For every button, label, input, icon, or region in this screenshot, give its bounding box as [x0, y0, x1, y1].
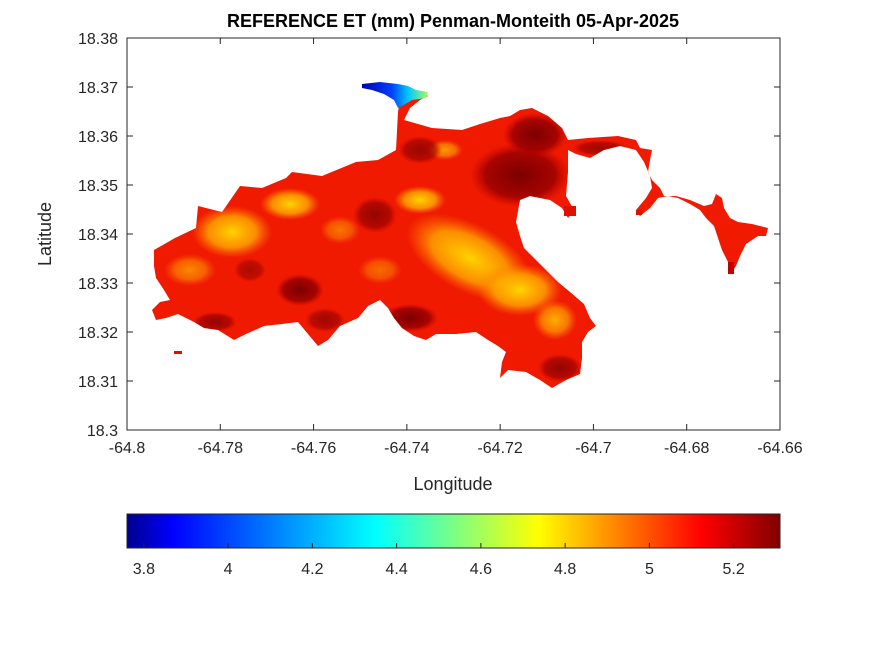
y-tick-label: 18.31	[78, 374, 118, 391]
colorbar-tick-label: 4.4	[386, 561, 408, 578]
x-tick-label: -64.66	[757, 440, 802, 457]
x-tick-label: -64.68	[664, 440, 709, 457]
northern-tip-low-et	[362, 82, 428, 108]
speck	[174, 351, 182, 354]
plot-title: REFERENCE ET (mm) Penman-Monteith 05-Apr…	[227, 11, 679, 31]
x-tick-label: -64.78	[198, 440, 243, 457]
y-tick-label: 18.3	[87, 423, 118, 440]
y-tick-label: 18.38	[78, 31, 118, 48]
y-tick-label: 18.37	[78, 80, 118, 97]
colorbar-ticks: 3.8 4 4.2 4.4 4.6 4.8 5 5.2	[133, 543, 745, 578]
x-axis-label: Longitude	[413, 474, 492, 494]
y-tick-label: 18.32	[78, 325, 118, 342]
colorbar-tick-label: 3.8	[133, 561, 155, 578]
y-tick-label: 18.35	[78, 178, 118, 195]
x-tick-label: -64.8	[109, 440, 146, 457]
y-axis-label: Latitude	[35, 202, 55, 266]
colorbar: 3.8 4 4.2 4.4 4.6 4.8 5 5.2	[126, 513, 781, 578]
colorbar-tick-label: 4.6	[470, 561, 492, 578]
y-tick-label: 18.36	[78, 129, 118, 146]
speck	[564, 206, 576, 216]
speck	[636, 210, 642, 215]
colorbar-tick-label: 4	[224, 561, 233, 578]
y-tick-label: 18.34	[78, 227, 118, 244]
colorbar-tick-label: 4.2	[301, 561, 323, 578]
contour-fills	[164, 113, 628, 382]
et-map	[152, 82, 768, 388]
x-tick-label: -64.74	[384, 440, 429, 457]
colorbar-gradient	[126, 513, 781, 549]
x-tick-label: -64.72	[477, 440, 522, 457]
y-axis: 18.3 18.31 18.32 18.33 18.34 18.35 18.36 18.37 1…	[78, 31, 780, 440]
colorbar-tick-label: 4.8	[554, 561, 576, 578]
y-tick-label: 18.33	[78, 276, 118, 293]
colorbar-tick-label: 5	[645, 561, 654, 578]
x-tick-label: -64.76	[291, 440, 336, 457]
x-tick-label: -64.7	[575, 440, 612, 457]
speck	[728, 262, 734, 274]
colorbar-tick-label: 5.2	[723, 561, 745, 578]
x-axis: -64.8 -64.78 -64.76 -64.74 -64.72 -64.7 -64.68…	[109, 38, 803, 457]
